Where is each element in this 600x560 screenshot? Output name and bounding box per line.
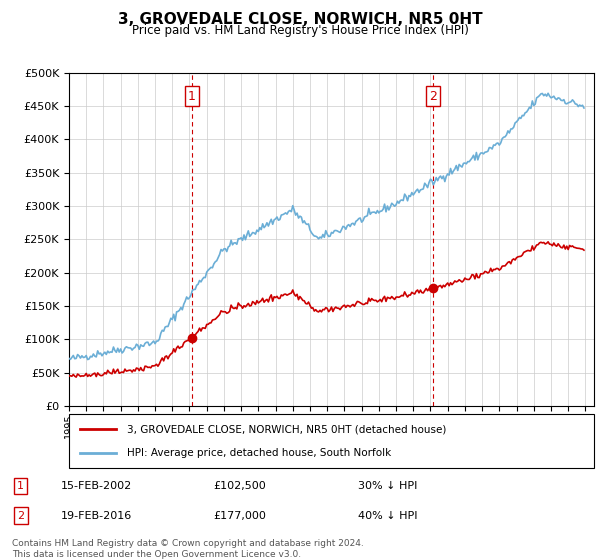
FancyBboxPatch shape — [69, 414, 594, 468]
Text: 30% ↓ HPI: 30% ↓ HPI — [358, 481, 417, 491]
Text: £177,000: £177,000 — [214, 511, 266, 521]
Text: Price paid vs. HM Land Registry's House Price Index (HPI): Price paid vs. HM Land Registry's House … — [131, 24, 469, 37]
Text: 40% ↓ HPI: 40% ↓ HPI — [358, 511, 417, 521]
Text: Contains HM Land Registry data © Crown copyright and database right 2024.
This d: Contains HM Land Registry data © Crown c… — [12, 539, 364, 559]
Text: 3, GROVEDALE CLOSE, NORWICH, NR5 0HT (detached house): 3, GROVEDALE CLOSE, NORWICH, NR5 0HT (de… — [127, 424, 446, 435]
Text: 3, GROVEDALE CLOSE, NORWICH, NR5 0HT: 3, GROVEDALE CLOSE, NORWICH, NR5 0HT — [118, 12, 482, 27]
Text: 1: 1 — [188, 90, 196, 102]
Text: 2: 2 — [17, 511, 24, 521]
Text: 2: 2 — [428, 90, 437, 102]
Text: 19-FEB-2016: 19-FEB-2016 — [61, 511, 132, 521]
Text: 1: 1 — [17, 481, 24, 491]
Text: HPI: Average price, detached house, South Norfolk: HPI: Average price, detached house, Sout… — [127, 447, 391, 458]
Text: £102,500: £102,500 — [214, 481, 266, 491]
Text: 15-FEB-2002: 15-FEB-2002 — [61, 481, 132, 491]
